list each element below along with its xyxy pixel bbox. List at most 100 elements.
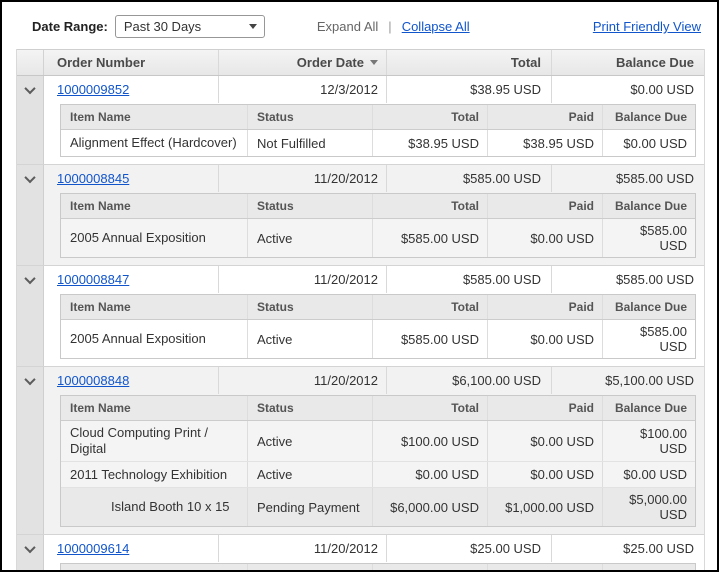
orders-table: Order Number Order Date Total Balance Du… xyxy=(16,49,705,570)
balance-due-header: Balance Due xyxy=(551,50,704,75)
order-detail-row: Item Name Status Total Paid Balance Due … xyxy=(17,293,704,366)
order-number-link[interactable]: 1000008845 xyxy=(57,171,130,186)
orders-table-header: Order Number Order Date Total Balance Du… xyxy=(17,49,704,76)
item-balance-header: Balance Due xyxy=(602,396,695,420)
order-number-header: Order Number xyxy=(57,55,146,70)
item-balance-cell: $5,000.00 USD xyxy=(602,488,695,526)
order-date-cell: 11/20/2012 xyxy=(218,165,386,192)
order-total-cell: $38.95 USD xyxy=(386,76,551,103)
item-balance-cell: $100.00 USD xyxy=(602,421,695,461)
item-paid-cell: $1,000.00 USD xyxy=(487,488,602,526)
item-name-cell: 2011 Technology Exhibition xyxy=(70,466,228,482)
order-row: 1000008847 11/20/2012 $585.00 USD $585.0… xyxy=(17,266,704,293)
print-friendly-view-link[interactable]: Print Friendly View xyxy=(592,19,701,34)
order-date-header-label: Order Date xyxy=(296,55,364,70)
date-range-select[interactable]: Past 30 Days xyxy=(114,15,265,38)
order-group: 1000009852 12/3/2012 $38.95 USD $0.00 US… xyxy=(17,76,704,164)
expander-cell[interactable] xyxy=(17,535,44,562)
expander-cell[interactable] xyxy=(17,165,44,192)
expander-cell[interactable] xyxy=(17,76,44,103)
order-detail-row: Item Name Status Total Paid Balance Due … xyxy=(17,562,704,570)
order-number-link[interactable]: 1000008848 xyxy=(57,373,130,388)
order-group: 1000009614 11/20/2012 $25.00 USD $25.00 … xyxy=(17,534,704,570)
item-name-header: Item Name xyxy=(70,401,131,415)
item-total-header: Total xyxy=(372,295,487,319)
item-row: 2005 Annual Exposition Active $585.00 US… xyxy=(61,320,695,358)
order-total-cell: $6,100.00 USD xyxy=(386,367,551,394)
order-detail-row: Item Name Status Total Paid Balance Due … xyxy=(17,192,704,265)
item-balance-header: Balance Due xyxy=(602,105,695,129)
date-range-selected-value: Past 30 Days xyxy=(123,19,202,34)
items-table-header: Item Name Status Total Paid Balance Due xyxy=(61,194,695,219)
items-table: Item Name Status Total Paid Balance Due … xyxy=(60,193,696,258)
items-table: Item Name Status Total Paid Balance Due … xyxy=(60,104,696,157)
item-status-cell: Active xyxy=(247,219,372,257)
item-paid-header: Paid xyxy=(487,194,602,218)
order-date-cell: 12/3/2012 xyxy=(218,76,386,103)
order-items-area: Item Name Status Total Paid Balance Due … xyxy=(44,394,704,534)
item-row: 2005 Annual Exposition Active $585.00 US… xyxy=(61,219,695,257)
order-items-area: Item Name Status Total Paid Balance Due … xyxy=(44,103,704,164)
item-paid-cell: $0.00 USD xyxy=(487,421,602,461)
item-total-cell: $6,000.00 USD xyxy=(372,488,487,526)
order-date-header[interactable]: Order Date xyxy=(218,50,386,75)
order-number-link[interactable]: 1000008847 xyxy=(57,272,130,287)
item-rows: 2005 Annual Exposition Active $585.00 US… xyxy=(61,219,695,257)
item-paid-header: Paid xyxy=(487,396,602,420)
order-balance-cell: $585.00 USD xyxy=(551,266,704,293)
item-status-header: Status xyxy=(247,295,372,319)
items-table-header: Item Name Status Total Paid Balance Due xyxy=(61,295,695,320)
expander-gutter xyxy=(17,192,44,265)
item-balance-header: Balance Due xyxy=(602,564,695,570)
items-table: Item Name Status Total Paid Balance Due … xyxy=(60,563,696,570)
expander-cell[interactable] xyxy=(17,367,44,394)
expand-all-button[interactable]: Expand All xyxy=(316,19,379,34)
expander-gutter xyxy=(17,394,44,534)
total-header: Total xyxy=(386,50,551,75)
items-table-header: Item Name Status Total Paid Balance Due xyxy=(61,564,695,570)
order-row: 1000009852 12/3/2012 $38.95 USD $0.00 US… xyxy=(17,76,704,103)
order-group: 1000008845 11/20/2012 $585.00 USD $585.0… xyxy=(17,164,704,265)
item-total-cell: $585.00 USD xyxy=(372,320,487,358)
item-name-cell: Cloud Computing Print / Digital xyxy=(70,425,209,456)
order-balance-cell: $0.00 USD xyxy=(551,76,704,103)
item-total-cell: $38.95 USD xyxy=(372,130,487,156)
collapse-chevron-icon[interactable] xyxy=(24,541,36,553)
collapse-chevron-icon[interactable] xyxy=(24,272,36,284)
order-detail-row: Item Name Status Total Paid Balance Due … xyxy=(17,103,704,164)
item-status-header: Status xyxy=(247,564,372,570)
item-paid-cell: $0.00 USD xyxy=(487,462,602,487)
collapse-chevron-icon[interactable] xyxy=(24,171,36,183)
item-total-cell: $0.00 USD xyxy=(372,462,487,487)
order-group: 1000008847 11/20/2012 $585.00 USD $585.0… xyxy=(17,265,704,366)
item-row: Island Booth 10 x 15 Pending Payment $6,… xyxy=(61,487,695,526)
order-groups: 1000009852 12/3/2012 $38.95 USD $0.00 US… xyxy=(17,76,704,570)
item-balance-header: Balance Due xyxy=(602,295,695,319)
order-row: 1000008848 11/20/2012 $6,100.00 USD $5,1… xyxy=(17,367,704,394)
item-rows: 2005 Annual Exposition Active $585.00 US… xyxy=(61,320,695,358)
item-paid-cell: $0.00 USD xyxy=(487,219,602,257)
item-status-header: Status xyxy=(247,194,372,218)
order-number-link[interactable]: 1000009614 xyxy=(57,541,130,556)
item-name-cell: 2005 Annual Exposition xyxy=(70,230,206,245)
order-items-area: Item Name Status Total Paid Balance Due … xyxy=(44,293,704,366)
item-paid-cell: $38.95 USD xyxy=(487,130,602,156)
order-number-link[interactable]: 1000009852 xyxy=(57,82,130,97)
collapse-chevron-icon[interactable] xyxy=(24,373,36,385)
item-total-header: Total xyxy=(372,564,487,570)
collapse-all-link[interactable]: Collapse All xyxy=(401,19,470,34)
item-total-header: Total xyxy=(372,105,487,129)
item-total-header: Total xyxy=(372,194,487,218)
order-balance-cell: $5,100.00 USD xyxy=(551,367,704,394)
sort-desc-icon xyxy=(370,60,378,65)
item-paid-header: Paid xyxy=(487,564,602,570)
expander-cell[interactable] xyxy=(17,266,44,293)
item-rows: Alignment Effect (Hardcover) Not Fulfill… xyxy=(61,130,695,156)
items-table-header: Item Name Status Total Paid Balance Due xyxy=(61,105,695,130)
item-paid-header: Paid xyxy=(487,295,602,319)
item-name-header: Item Name xyxy=(61,564,247,570)
expander-gutter xyxy=(17,293,44,366)
item-paid-cell: $0.00 USD xyxy=(487,320,602,358)
collapse-chevron-icon[interactable] xyxy=(24,82,36,94)
